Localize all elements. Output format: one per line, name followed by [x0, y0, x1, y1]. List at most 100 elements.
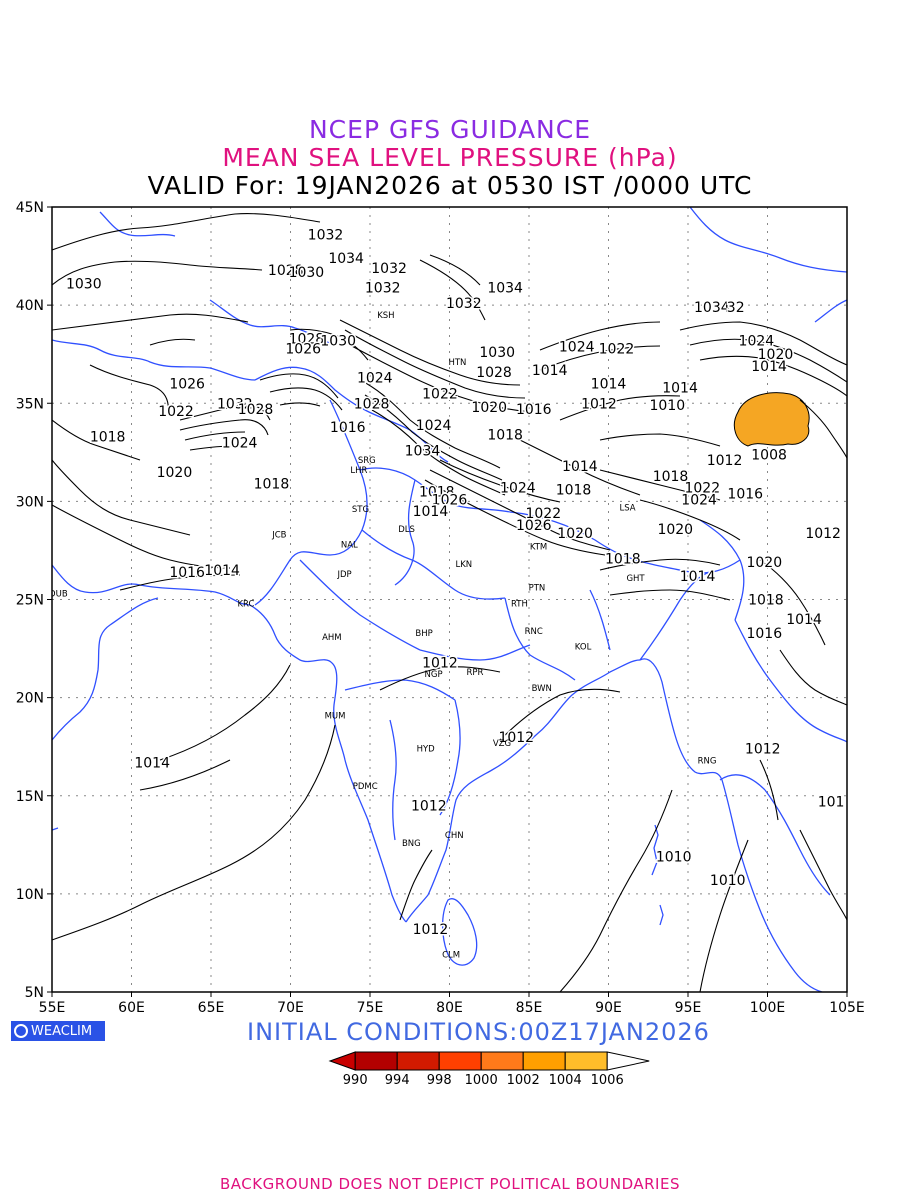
- contour-label: 1012: [745, 742, 781, 758]
- contour-label: 1016: [330, 420, 366, 436]
- contour-label: 1030: [479, 345, 515, 361]
- lat-label: 15N: [16, 789, 44, 805]
- contour-label: 1012: [498, 730, 534, 746]
- contour-label: 1012: [805, 526, 841, 542]
- contour-label: 1030: [66, 277, 102, 293]
- contour-label: 1020: [471, 400, 507, 416]
- contour-label: 1020: [758, 347, 794, 363]
- station-ktm: KTM: [530, 543, 547, 553]
- lon-label: 100E: [750, 1000, 786, 1016]
- station-stg: STG: [352, 505, 369, 515]
- contour-label: 1034: [487, 280, 523, 296]
- contour-label: 1028: [354, 396, 390, 412]
- contour-label: 101: [818, 795, 845, 811]
- lat-label: 35N: [16, 396, 44, 412]
- station-ksh: KSH: [377, 311, 394, 321]
- contour-label: 1022: [525, 506, 561, 522]
- contour-label: 1016: [727, 487, 763, 503]
- lat-label: 30N: [16, 494, 44, 510]
- station-hyd: HYD: [417, 745, 436, 755]
- station-vzg: VZG: [493, 739, 511, 749]
- station-bhp: BHP: [415, 629, 432, 639]
- footer-disclaimer: BACKGROUND DOES NOT DEPICT POLITICAL BOU…: [220, 1175, 680, 1193]
- contour-label: 1012: [411, 799, 447, 815]
- contour-label: 1032: [308, 227, 344, 243]
- contour-label: 1014: [532, 363, 568, 379]
- lat-label: 45N: [16, 200, 44, 216]
- station-mum: MUM: [325, 711, 346, 721]
- station-bwn: BWN: [532, 684, 552, 694]
- legend-label: 1002: [507, 1073, 540, 1088]
- contour-label: 1032: [217, 396, 253, 412]
- contour-label: 1034: [694, 300, 730, 316]
- legend-label: 1000: [465, 1073, 498, 1088]
- contour-label: 1014: [204, 563, 240, 579]
- station-ahm: AHM: [322, 633, 342, 643]
- contour-label: 1028: [238, 402, 274, 418]
- contour-label: 1014: [413, 504, 449, 520]
- contour-label: 1018: [487, 428, 523, 444]
- lon-label: 105E: [829, 1000, 865, 1016]
- contour-label: 1030: [320, 333, 356, 349]
- contour-label: 1014: [662, 381, 698, 397]
- contour-label: 1032: [371, 261, 407, 277]
- lon-label: 95E: [675, 1000, 702, 1016]
- station-krc: KRC: [237, 599, 254, 609]
- station-kol: KOL: [575, 643, 592, 653]
- contour-label: 1018: [254, 477, 290, 493]
- station-srg: SRG: [358, 456, 376, 466]
- contour-label: 1020: [557, 526, 593, 542]
- contour-label: 1012: [581, 396, 617, 412]
- contour-label: 1022: [422, 386, 458, 402]
- logo-text: WEACLIM: [31, 1023, 93, 1039]
- contour-label: 1030: [289, 265, 325, 281]
- contour-label: 1012: [413, 922, 449, 938]
- contour-label: 1014: [562, 459, 598, 475]
- contour-label: 1020: [657, 522, 693, 538]
- contour-label: 1016: [746, 626, 782, 642]
- legend-swatch: [328, 1051, 356, 1071]
- contour-label: 1018: [605, 551, 641, 567]
- color-legend: 990 994 998 1000 1002 1004 1006: [328, 1051, 650, 1088]
- contour-label: 1018: [90, 430, 126, 446]
- contour-label: 1024: [222, 436, 258, 452]
- contour-label: 1022: [158, 404, 194, 420]
- station-ngp: NGP: [425, 670, 443, 680]
- lon-label: 90E: [595, 1000, 622, 1016]
- isobars: [52, 213, 847, 992]
- legend-label: 998: [427, 1073, 452, 1088]
- title-line-2: MEAN SEA LEVEL PRESSURE (hPa): [222, 143, 678, 172]
- lon-label: 85E: [516, 1000, 543, 1016]
- contour-label: 1010: [710, 873, 746, 889]
- legend-swatch: [480, 1051, 524, 1071]
- contour-label: 1014: [786, 612, 822, 628]
- station-rng: RNG: [698, 756, 717, 766]
- contour-label: 1014: [591, 377, 627, 393]
- legend-labels: 990 994 998 1000 1002 1004 1006: [343, 1073, 624, 1088]
- lat-label: 40N: [16, 298, 44, 314]
- graticule: [52, 207, 847, 992]
- station-rnc: RNC: [525, 627, 543, 637]
- low-pressure-shading: [733, 392, 810, 447]
- contour-label: 1014: [134, 755, 170, 771]
- contour-label: 1032: [365, 280, 401, 296]
- contour-label: 1024: [416, 418, 452, 434]
- legend-label: 990: [343, 1073, 368, 1088]
- legend-swatch: [438, 1051, 482, 1071]
- contour-label: 1016: [169, 565, 205, 581]
- coastlines: [52, 207, 847, 992]
- contour-label: 1018: [556, 483, 592, 499]
- legend-label: 1006: [591, 1073, 624, 1088]
- station-nal: NAL: [341, 541, 358, 551]
- contour-label: 1024: [739, 333, 775, 349]
- station-lhr: LHR: [350, 466, 367, 476]
- contour-label: 1018: [748, 593, 784, 609]
- contour-label: 1022: [599, 341, 635, 357]
- legend-swatch: [396, 1051, 440, 1071]
- contour-label: 1028: [289, 331, 325, 347]
- contour-label: 1012: [422, 655, 458, 671]
- contour-label: 1024: [357, 371, 393, 387]
- lat-label: 25N: [16, 593, 44, 609]
- contour-label: 1026: [169, 377, 205, 393]
